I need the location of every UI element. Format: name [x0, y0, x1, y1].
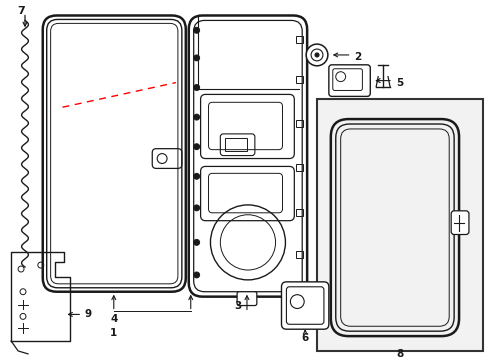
- Bar: [296, 251, 303, 258]
- Circle shape: [193, 85, 199, 90]
- Circle shape: [193, 173, 199, 179]
- Circle shape: [193, 144, 199, 150]
- Bar: [296, 209, 303, 216]
- FancyBboxPatch shape: [450, 211, 468, 234]
- Bar: [296, 120, 303, 127]
- FancyBboxPatch shape: [281, 282, 328, 329]
- Circle shape: [305, 44, 327, 66]
- Circle shape: [193, 55, 199, 61]
- FancyBboxPatch shape: [328, 65, 369, 96]
- FancyBboxPatch shape: [237, 292, 256, 306]
- Bar: [296, 165, 303, 171]
- Text: 6: 6: [301, 333, 308, 343]
- Circle shape: [314, 53, 318, 57]
- Bar: [225, 138, 246, 150]
- Circle shape: [193, 272, 199, 278]
- Text: 7: 7: [17, 5, 25, 15]
- Bar: [296, 36, 303, 43]
- Text: 9: 9: [84, 309, 92, 319]
- Text: 3: 3: [234, 301, 241, 311]
- Text: 1: 1: [110, 328, 117, 338]
- Text: 2: 2: [353, 52, 360, 62]
- Circle shape: [193, 239, 199, 246]
- Bar: [296, 76, 303, 82]
- Circle shape: [193, 205, 199, 211]
- Text: 4: 4: [110, 314, 117, 324]
- Text: 8: 8: [395, 349, 403, 359]
- Text: 5: 5: [395, 77, 403, 87]
- Bar: [316, 99, 482, 351]
- Circle shape: [341, 76, 345, 80]
- Circle shape: [193, 27, 199, 33]
- Circle shape: [193, 114, 199, 120]
